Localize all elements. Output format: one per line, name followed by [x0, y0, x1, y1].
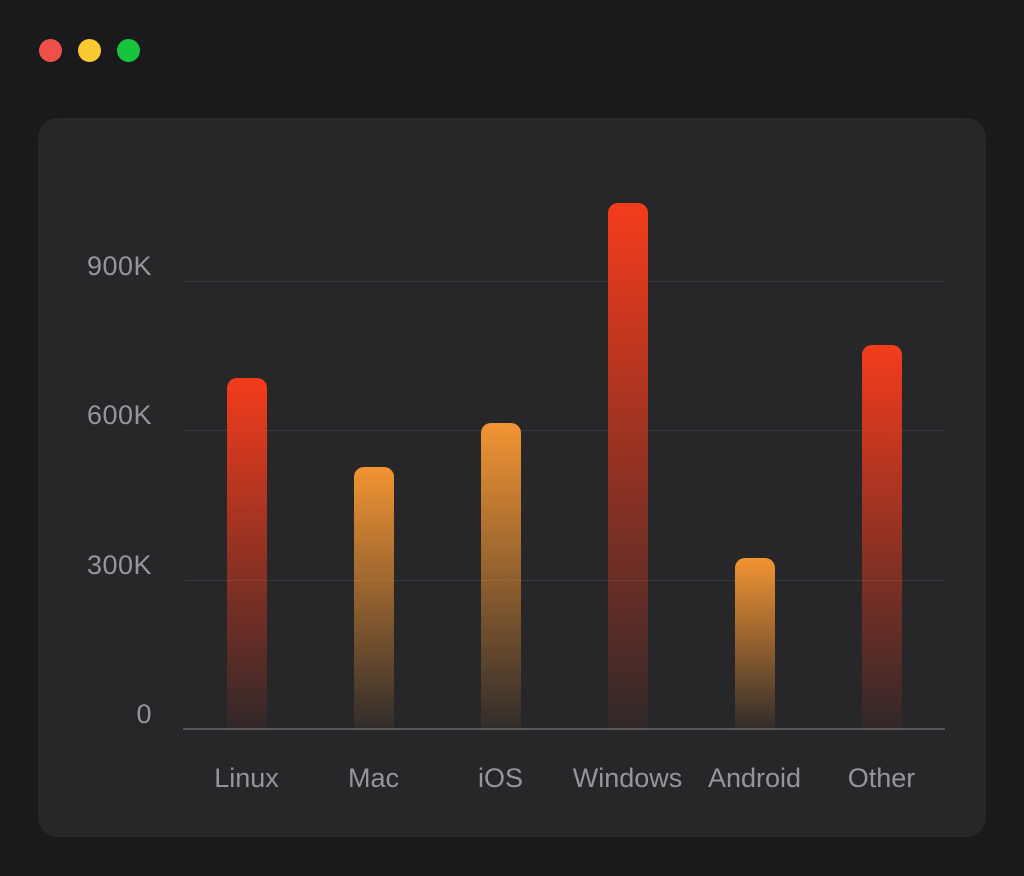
- gridline: [185, 280, 945, 282]
- chart-card: 0 300K 600K 900K Linux Mac iOS Windows Android Ot…: [38, 118, 986, 837]
- gridline: [185, 579, 945, 581]
- maximize-button[interactable]: [117, 39, 140, 62]
- x-axis-line: [183, 728, 945, 730]
- x-axis-label-ios: iOS: [477, 763, 523, 793]
- x-axis-label-other: Other: [847, 763, 916, 793]
- y-axis-tick-label: 600K: [86, 400, 152, 430]
- close-button[interactable]: [39, 39, 62, 62]
- bar-linux[interactable]: [226, 378, 267, 729]
- minimize-button[interactable]: [78, 39, 101, 62]
- bar-android[interactable]: [734, 558, 775, 729]
- bar-other[interactable]: [861, 345, 902, 729]
- chart-area: 0 300K 600K 900K Linux Mac iOS Windows Android Ot…: [38, 118, 986, 837]
- y-axis-tick-label: 300K: [86, 549, 152, 580]
- x-axis-label-windows: Windows: [572, 763, 683, 793]
- window-controls: [39, 39, 140, 62]
- x-axis-label-mac: Mac: [347, 763, 399, 793]
- x-axis-label-android: Android: [707, 763, 802, 793]
- y-axis-tick-label: 0: [136, 699, 152, 729]
- gridline: [185, 430, 945, 431]
- bar-mac[interactable]: [353, 467, 394, 729]
- x-axis-label-linux: Linux: [214, 763, 279, 793]
- bar-windows[interactable]: [607, 203, 648, 729]
- bar-ios[interactable]: [480, 423, 521, 729]
- y-axis-tick-label: 900K: [86, 250, 152, 281]
